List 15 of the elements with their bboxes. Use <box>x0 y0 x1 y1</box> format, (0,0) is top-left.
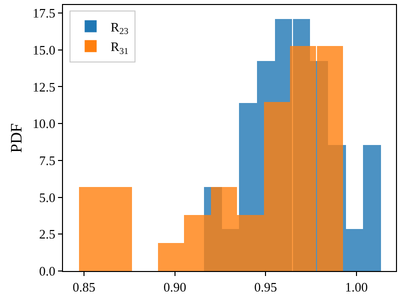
y-tick-label: 7.5 <box>39 152 56 168</box>
y-tick-label: 0.0 <box>39 264 56 279</box>
y-tick-label: 10.0 <box>32 116 56 132</box>
x-tick-label: 0.90 <box>163 280 186 295</box>
y-tick-label: 2.5 <box>39 226 56 242</box>
y-tick-label: 12.5 <box>32 79 56 94</box>
x-tick-label: 0.95 <box>254 280 278 295</box>
y-tick-label: 17.5 <box>32 6 56 21</box>
y-tick-label: 5.0 <box>39 190 56 205</box>
x-tick-label: 1.00 <box>345 280 368 295</box>
y-axis-title: PDF <box>8 123 26 153</box>
x-tick-label: 0.85 <box>72 280 96 295</box>
legend-label: R$_{31}$ <box>110 39 128 56</box>
y-tick-label: 15.0 <box>32 42 56 58</box>
legend-label: R$_{23}$ <box>110 19 129 36</box>
